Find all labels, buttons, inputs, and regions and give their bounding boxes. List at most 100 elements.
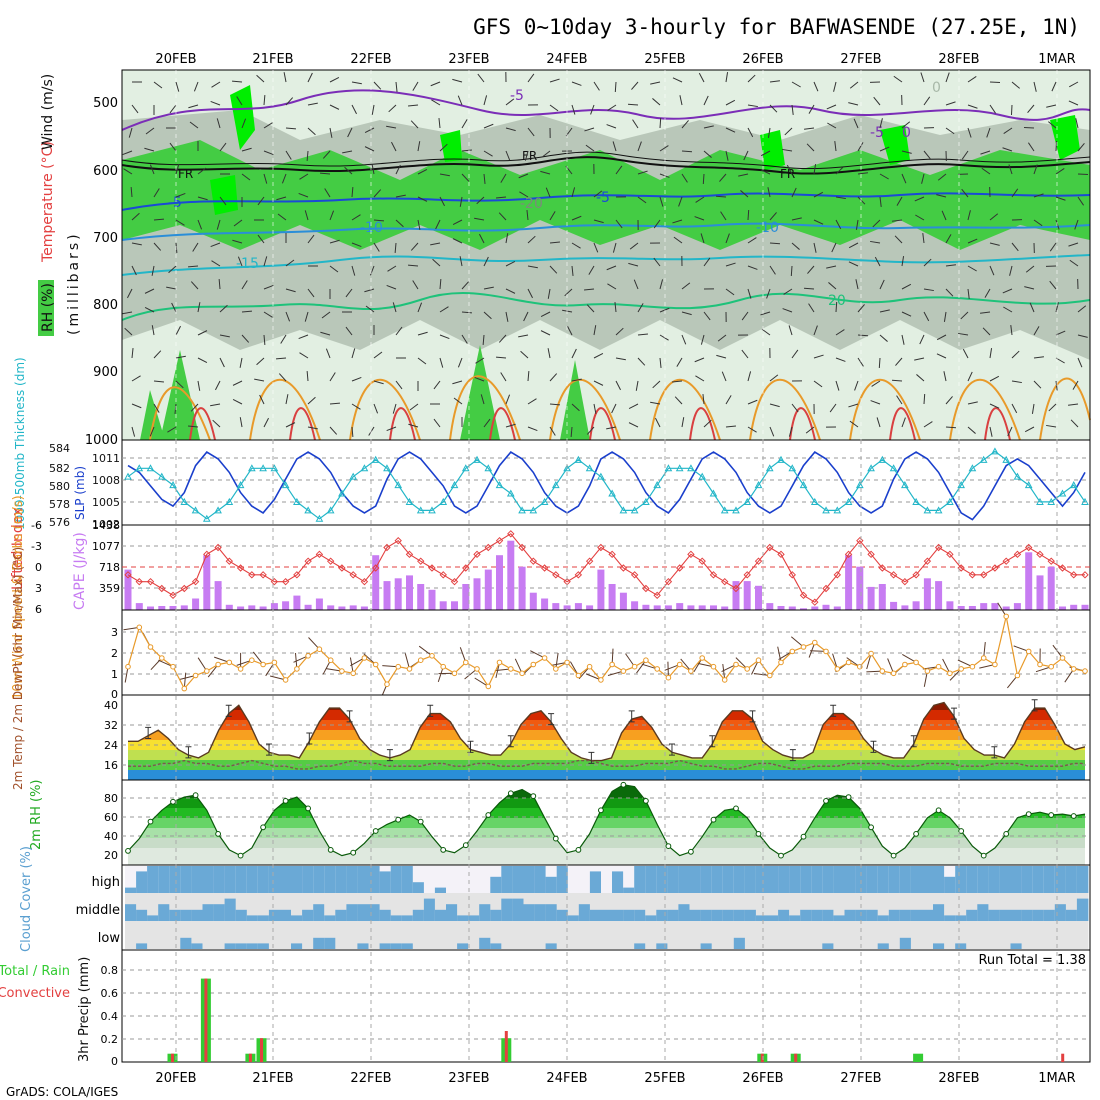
wind-barb — [835, 166, 844, 175]
thickness-marker — [1081, 497, 1089, 505]
wind-barb — [826, 265, 837, 269]
wind-barb — [720, 211, 727, 221]
rh-2m-marker — [1048, 812, 1055, 818]
wind-barb — [153, 81, 163, 89]
wind-barb — [652, 380, 661, 389]
cloud-cell — [191, 943, 203, 949]
cape-bar — [394, 578, 402, 610]
wind-speed-marker — [992, 661, 998, 668]
rh-2m-marker — [440, 847, 447, 853]
cape-bar — [1013, 603, 1021, 610]
wind-barb — [857, 142, 864, 152]
wind-barb — [263, 256, 268, 267]
cloud-cell-bg — [711, 921, 724, 949]
wind-barb — [549, 265, 558, 274]
thickness-marker — [1058, 489, 1067, 497]
wind-barb — [373, 242, 380, 252]
lifted-index-marker — [417, 557, 425, 565]
lifted-index-marker — [732, 584, 740, 593]
wind-barb — [1046, 104, 1057, 108]
thickness-marker — [540, 497, 549, 505]
cloud-cell-bg — [645, 893, 657, 921]
wind-barb — [937, 173, 947, 181]
run-total-annotation: Run Total = 1.38 — [978, 953, 1086, 968]
wind-barb — [408, 104, 419, 107]
lifted-tick-label: -3 — [31, 540, 42, 553]
cloud-cell — [379, 871, 392, 893]
wind-barb — [1011, 403, 1018, 414]
lifted-index-marker — [698, 557, 706, 565]
cloud-cell — [866, 909, 879, 921]
wind-barb — [681, 282, 691, 290]
wind-speed-marker — [1037, 661, 1043, 668]
wind-barb — [941, 210, 947, 221]
wind-barb — [628, 262, 639, 267]
cloud-cell — [667, 866, 679, 893]
wind-barb — [547, 288, 551, 299]
cape-bar — [833, 606, 841, 610]
wind-barb — [319, 172, 331, 175]
wind-barb — [614, 81, 617, 93]
wind-barb — [834, 141, 837, 152]
cloud-cell — [390, 866, 403, 893]
wind-barb — [892, 219, 903, 222]
cloud-cell — [468, 915, 480, 921]
lifted-index-marker — [507, 530, 515, 538]
wind-barb — [637, 196, 647, 204]
temp-minmax-bar — [427, 704, 434, 717]
wind-barb — [681, 334, 687, 345]
wind-barb — [410, 120, 419, 129]
rh-tick-label: 80 — [104, 792, 118, 805]
wind-barb — [695, 196, 705, 203]
cape-bar — [563, 605, 571, 610]
wind-barb — [1003, 127, 1013, 135]
isotherms — [121, 89, 1091, 441]
thickness-marker — [259, 464, 267, 472]
wind-speed-marker — [170, 663, 176, 670]
cloud-cell — [1043, 909, 1056, 921]
rh-2m-marker — [282, 798, 289, 804]
wind-barb — [197, 380, 201, 391]
wind-barb — [879, 173, 889, 180]
wind-barb — [593, 353, 604, 359]
wind-barb — [915, 214, 925, 221]
wind-barb — [409, 403, 419, 411]
wind-barb — [593, 219, 604, 224]
wind-barb — [629, 242, 639, 250]
cloud-cell — [125, 887, 137, 893]
cloud-axis-label: Cloud Cover (%) — [19, 846, 34, 952]
wind-barb — [923, 96, 931, 106]
wind-barb — [703, 419, 712, 428]
temp-tick-label: 24 — [104, 739, 118, 752]
cloud-cell-bg — [601, 893, 613, 921]
wind-barb — [324, 188, 331, 198]
wind-barb — [483, 418, 491, 428]
lifted-index-marker — [709, 571, 718, 579]
temp-minmax-bar — [830, 704, 837, 717]
upper-air-y-labels: RH (%) Temperature (°C) Wind (m/s) (mill… — [38, 74, 82, 336]
thickness-marker — [709, 489, 718, 497]
cloud-cell — [235, 866, 248, 893]
wind-barb — [1027, 142, 1035, 152]
thickness-marker — [810, 497, 819, 505]
cloud-cell-bg — [899, 893, 912, 921]
wind-barb — [527, 127, 535, 137]
rh-2m-marker — [462, 842, 469, 849]
rh-2m-marker — [620, 781, 627, 788]
wind-barb — [848, 403, 859, 408]
wind-barb — [417, 169, 428, 175]
cloud-cell-bg — [755, 921, 768, 949]
cape-bar — [439, 601, 447, 610]
temp-minmax-bar — [910, 735, 917, 748]
cloud-cell — [158, 866, 170, 893]
cloud-cell-bg — [401, 893, 414, 921]
thickness-marker — [135, 464, 144, 472]
cape-bar — [901, 605, 909, 610]
cape-bar — [225, 604, 233, 610]
cloud-cell-bg — [147, 921, 159, 949]
cloud-cell-bg — [291, 893, 303, 921]
wind-barb — [945, 426, 957, 429]
wind-barb — [848, 242, 859, 249]
lifted-index-marker — [811, 598, 819, 606]
wind-speed-marker — [699, 655, 706, 661]
